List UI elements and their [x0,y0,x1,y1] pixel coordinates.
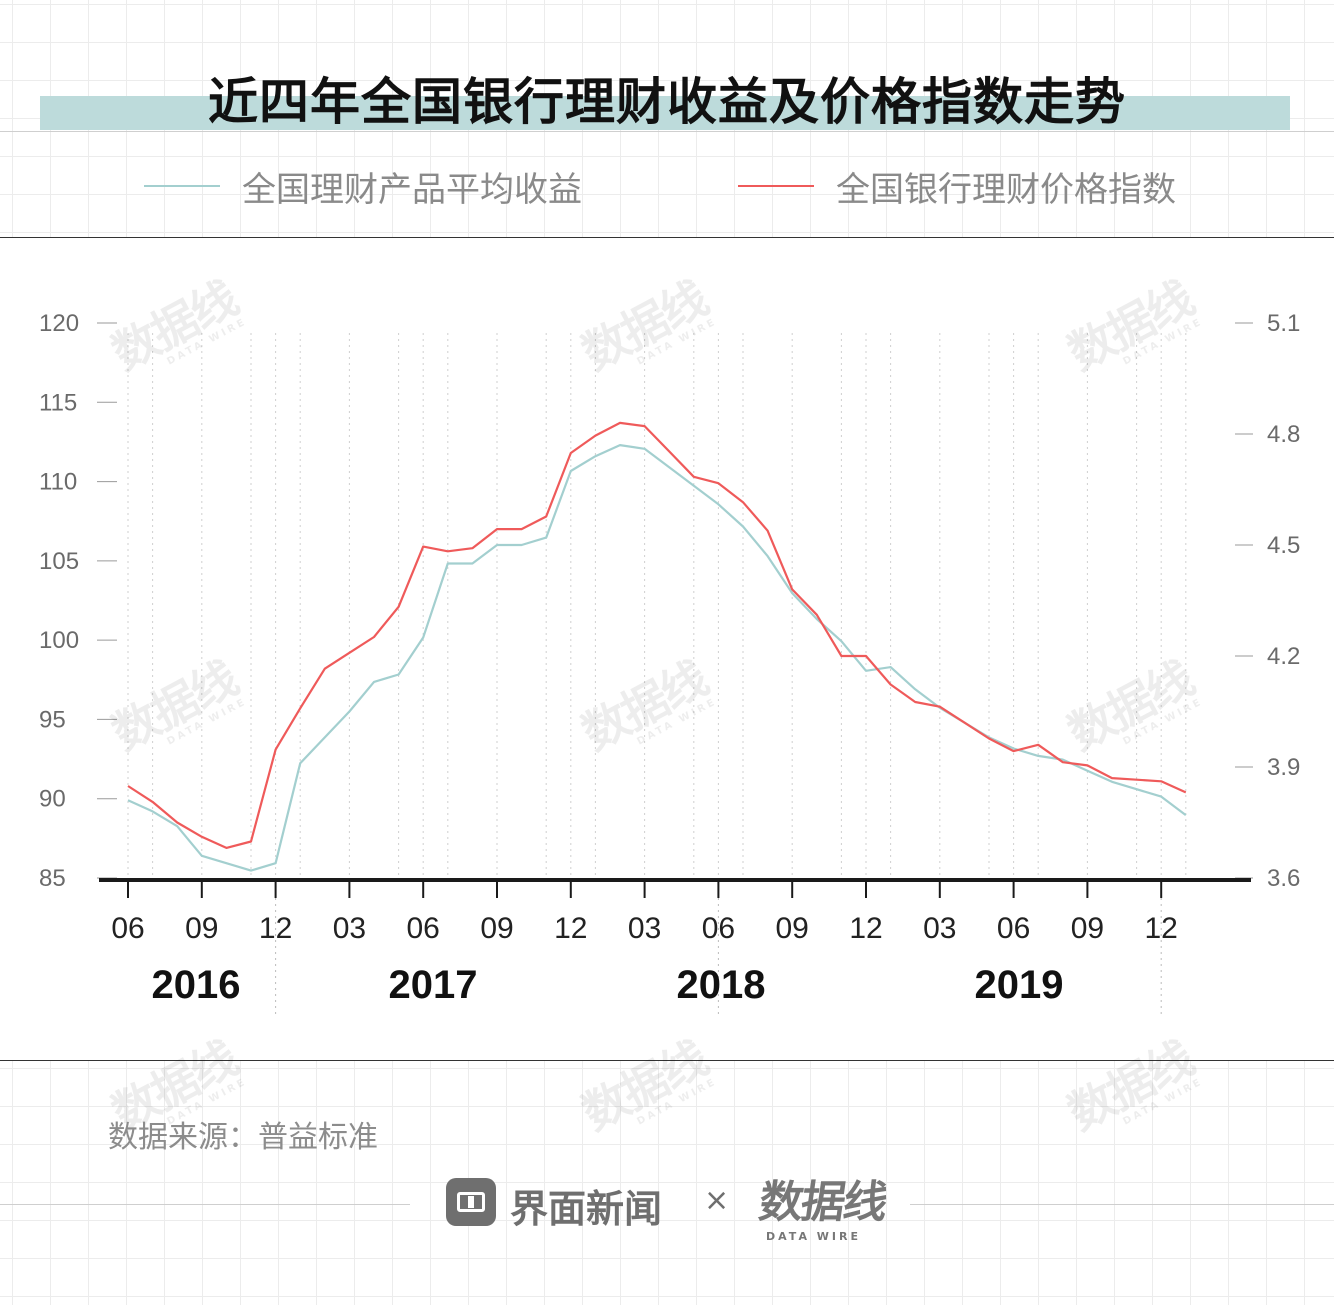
legend-swatch-yield [144,185,220,187]
year-label: 2019 [975,963,1064,1007]
line-chart: 120 115 110 105 100 95 90 85 5.1 4.8 4.5 4.2 3.9 3.6 0… [39,310,1300,1018]
legend-item-yield: 全国理财产品平均收益 [144,166,582,210]
x-tick-label: 12 [849,912,882,945]
series-line-yield [127,444,1187,872]
x-tick-label: 12 [259,912,292,945]
y-right-tick-label: 4.2 [1267,643,1300,670]
x-tick-label: 09 [185,912,218,945]
y-left-tick-label: 105 [39,548,79,575]
y-right-tick-label: 3.9 [1267,754,1300,781]
year-label: 2016 [152,963,241,1007]
y-left-tick-label: 90 [39,786,66,813]
y-right-tick-label: 5.1 [1267,310,1300,337]
publisher-name: 界面新闻 [510,1187,663,1231]
jiemian-logo-icon [446,1178,496,1226]
y-right-tick-label: 4.8 [1267,421,1300,448]
chart-title: 近四年全国银行理财收益及价格指数走势 [208,73,1126,131]
y-right-tick-label: 4.5 [1267,532,1300,559]
brand-logo: 数据线 [755,1177,889,1228]
x-tick-label: 09 [480,912,513,945]
legend-label-yield: 全国理财产品平均收益 [242,169,582,210]
year-label: 2018 [677,963,766,1007]
y-left-tick-label: 100 [39,627,79,654]
legend-label-index: 全国银行理财价格指数 [836,169,1176,210]
x-tick-label: 06 [997,912,1030,945]
y-left-tick-label: 95 [39,706,66,733]
footer-divider-right [910,1204,1334,1205]
x-tick-label: 09 [1071,912,1104,945]
chart-panel: 120 115 110 105 100 95 90 85 5.1 4.8 4.5 4.2 3.9 3.6 0… [0,237,1334,1061]
y-left-tick-label: 120 [39,310,79,337]
x-tick-label: 12 [554,912,587,945]
x-tick-label: 06 [702,912,735,945]
x-tick-label: 06 [111,912,144,945]
times-icon: × [704,1183,730,1218]
y-left-tick-label: 110 [39,469,77,496]
y-right-tick-label: 3.6 [1267,865,1300,892]
x-tick-label: 03 [628,912,661,945]
x-tick-label: 03 [923,912,956,945]
x-tick-label: 09 [776,912,809,945]
footer-divider-left [0,1204,410,1205]
title-band [40,96,1290,130]
x-tick-label: 06 [407,912,440,945]
legend-swatch-index [738,185,814,187]
y-left-tick-label: 115 [39,389,77,416]
legend-item-index: 全国银行理财价格指数 [738,166,1176,210]
title-divider [0,131,1334,132]
x-tick-label: 12 [1145,912,1178,945]
x-tick-label: 03 [333,912,366,945]
year-label: 2017 [389,963,478,1007]
y-left-tick-label: 85 [39,865,66,892]
series-line-index [127,421,1187,850]
brand-subtitle: DATA WIRE [766,1230,861,1243]
data-source: 数据来源：普益标准 [108,1120,378,1155]
